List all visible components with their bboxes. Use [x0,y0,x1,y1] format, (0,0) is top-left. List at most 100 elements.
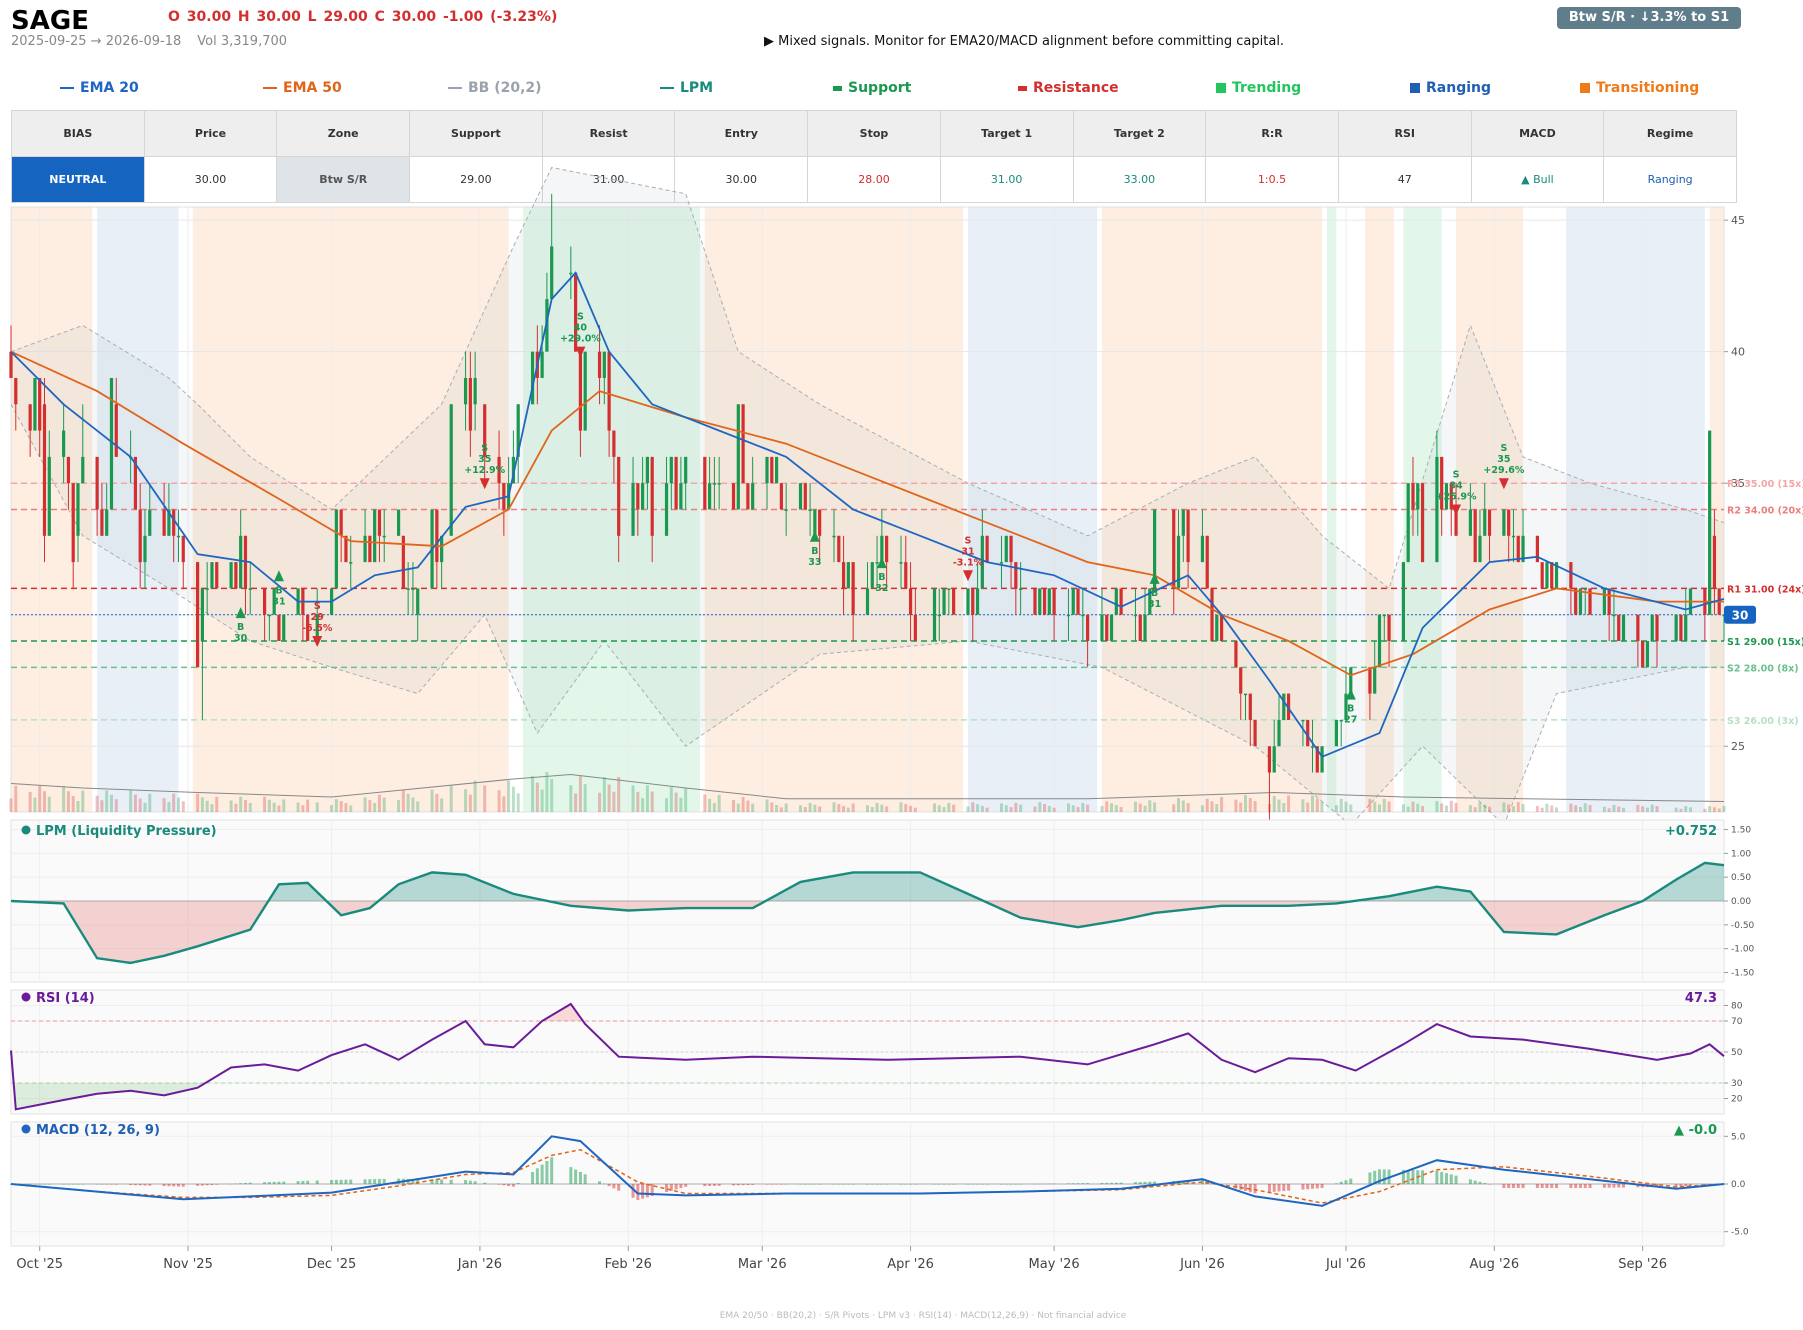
candle-body [205,588,209,590]
volume-bar [631,785,635,812]
candle-body [808,509,812,511]
candle-body [95,456,99,510]
volume-bar [267,799,271,812]
macd-histogram-bar [1483,1183,1487,1184]
volume-bar [397,800,401,812]
volume-bar [1071,805,1075,812]
candle-body [645,456,649,484]
volume-bar [708,798,712,812]
candle-body [942,588,946,615]
candle-body [1272,746,1276,773]
macd-histogram-bar [1478,1181,1482,1184]
volume-bar [81,790,85,812]
candle-body [1487,509,1492,536]
volume-bar [550,779,554,812]
summary-header-rsi: RSI [1337,110,1472,157]
volume-bar [1488,806,1492,812]
candle-body [1243,693,1248,696]
macd-histogram-bar [435,1179,439,1184]
rsi-tick-label: 70 [1731,1017,1743,1027]
candle-body [774,456,779,484]
macd-histogram-bar [349,1179,353,1184]
signal-label: S34+25.9% [1436,470,1477,503]
candle-body [138,509,142,563]
macd-histogram-bar [1674,1184,1678,1187]
volume-bar [229,800,233,812]
volume-bar [846,807,850,812]
candle-body [751,483,755,510]
volume-bar [1454,802,1458,812]
macd-histogram-bar [765,1184,769,1185]
macd-histogram-bar [980,1184,984,1185]
candle-body [1554,562,1559,589]
macd-histogram-bar [1239,1184,1243,1190]
candle-body [1215,614,1219,642]
volume-bar [334,799,338,812]
macd-histogram-bar [1689,1184,1693,1186]
volume-bar [66,791,70,812]
summary-value-target-1: 31.00 [939,156,1074,203]
legend-item-ema-20: EMA 20 [60,80,139,96]
volume-bar [315,802,319,812]
macd-histogram-bar [1349,1178,1353,1184]
price-tick-label: 25 [1731,740,1745,753]
volume-bar [1674,807,1678,812]
candle-body [1377,614,1382,668]
volume-bar [1650,804,1654,812]
candle-body [1507,509,1511,536]
signal-label: S29-6.5% [302,601,333,634]
macd-histogram-bar [1368,1172,1372,1184]
candle-body [1545,562,1549,589]
volume-average-line [10,773,1725,802]
macd-histogram-bar [531,1171,535,1184]
macd-histogram-bar [1038,1183,1042,1185]
candle-body [952,588,956,615]
macd-histogram-bar [971,1184,975,1185]
lpm-panel: 1.50 1.00 0.50 0.00 -0.50 -1.00 -1.50 LPM (Liqu… [10,819,1755,983]
macd-histogram-bar [1153,1181,1157,1184]
legend-item-transitioning: Transitioning [1580,80,1699,96]
volume-bar [1722,805,1726,812]
signal-label-line: S [577,312,584,323]
candle-body [497,456,501,484]
macd-histogram-bar [1277,1184,1281,1192]
legend-swatch [60,87,74,89]
volume-bar [1440,803,1444,812]
candle-body [865,588,870,615]
signal-label-line: S [965,535,972,546]
buy-signal-marker [876,557,887,569]
candle-body [42,404,47,536]
volume-bar [942,807,946,812]
volume-bar [1100,806,1104,812]
candle-body [363,535,367,563]
summary-value-resist: 31.00 [541,156,676,203]
volume-bar [1038,802,1042,812]
volume-bar [1014,802,1018,812]
signal-label-line: 31 [961,546,974,557]
macd-histogram-bar [507,1184,511,1187]
candle-body [736,404,740,510]
x-tick-label: Mar '26 [738,1257,787,1272]
candle-body [885,535,889,563]
signal-label: S31-3.1% [953,535,984,568]
macd-histogram-bar [1143,1181,1147,1184]
signal-label: B32 [875,572,888,594]
macd-histogram-bar [511,1184,515,1187]
summary-header-resist: Resist [541,110,676,157]
candle-body [215,562,219,589]
sell-signal-marker [312,636,323,648]
volume-bar [1516,802,1520,812]
macd-histogram-bar [1339,1181,1343,1184]
macd-histogram-bar [1550,1184,1554,1189]
bollinger-band-fill [11,167,1724,826]
summary-value-row: NEUTRAL 30.00 Btw S/R 29.00 31.00 30.00 28.00 3… [11,156,1737,203]
macd-histogram-bar [569,1167,573,1184]
candle-body [277,614,281,642]
volume-bar [540,789,544,812]
volume-bar [617,777,621,812]
volume-bar [913,807,917,812]
summary-header-support: Support [409,110,543,157]
volume-bar [95,795,99,812]
volume-bar [583,784,587,812]
volume-bar [813,804,817,812]
